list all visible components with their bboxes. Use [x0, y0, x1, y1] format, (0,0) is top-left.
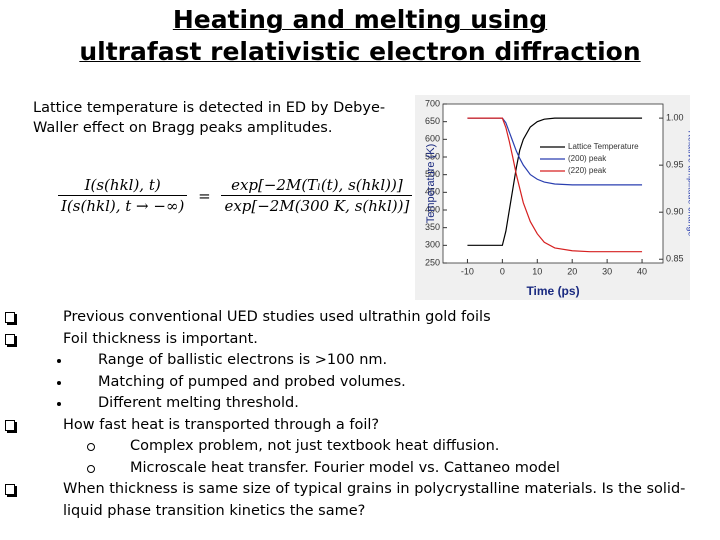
y2-tick-label: 0.90 — [666, 207, 684, 217]
y2-axis-label: Relative amplitude change — [687, 130, 690, 236]
numerator: I(s(hkl), t) — [58, 175, 188, 196]
equals: = — [198, 186, 211, 205]
y-axis-label: Temperature (K) — [425, 144, 437, 223]
y-tick-label: 450 — [425, 187, 440, 197]
series-line — [467, 117, 643, 253]
title-line: ultrafast relativistic electron diffract… — [79, 37, 641, 66]
x-tick-label: -10 — [461, 266, 474, 276]
y-tick-label: 350 — [425, 222, 440, 232]
x-axis-label: Time (ps) — [526, 284, 579, 298]
y2-tick-label: 0.95 — [666, 160, 684, 170]
bullet: Foil thickness is important. — [5, 329, 697, 351]
sub-bullet: Matching of pumped and probed volumes. — [57, 372, 697, 394]
bullet: Previous conventional UED studies used u… — [5, 307, 697, 329]
fraction: exp[−2M(Tₗ(t), s(hkl))] exp[−2M(300 K, s(… — [221, 175, 413, 216]
y-tick-label: 650 — [425, 116, 440, 126]
y-tick-label: 300 — [425, 240, 440, 250]
equation: I(s(hkl), t) I(s(hkl), t → −∞) = exp[−2M(… — [58, 175, 413, 216]
bullet: When thickness is same size of typical g… — [5, 479, 697, 522]
legend-label: (220) peak — [568, 166, 607, 175]
sub-bullet: Complex problem, not just textbook heat … — [57, 436, 697, 458]
fraction: I(s(hkl), t) I(s(hkl), t → −∞) — [58, 175, 188, 216]
sub-bullet: Microscale heat transfer. Fourier model … — [57, 458, 697, 480]
title: Heating and melting using ultrafast rela… — [0, 4, 720, 68]
sub-bullet: Range of ballistic electrons is >100 nm. — [57, 350, 697, 372]
denominator: I(s(hkl), t → −∞) — [61, 197, 185, 215]
y-tick-label: 550 — [425, 151, 440, 161]
y-tick-label: 600 — [425, 134, 440, 144]
chart: 2503003504004505005506006507000.850.900.… — [415, 95, 690, 300]
denominator: exp[−2M(300 K, s(hkl))] — [224, 197, 410, 215]
y-tick-label: 250 — [425, 257, 440, 267]
legend-label: (200) peak — [568, 154, 607, 163]
x-tick-label: 30 — [602, 266, 612, 276]
numerator: exp[−2M(Tₗ(t), s(hkl))] — [221, 175, 413, 196]
x-tick-label: 40 — [637, 266, 647, 276]
bullet: How fast heat is transported through a f… — [5, 415, 697, 437]
x-tick-label: 20 — [567, 266, 577, 276]
title-line: Heating and melting using — [172, 5, 548, 34]
y2-tick-label: 1.00 — [666, 112, 684, 122]
bullet-list: Previous conventional UED studies used u… — [5, 307, 697, 522]
series-line — [467, 117, 643, 246]
y-tick-label: 500 — [425, 169, 440, 179]
y-tick-label: 400 — [425, 204, 440, 214]
series-line — [467, 117, 643, 186]
intro-text: Lattice temperature is detected in ED by… — [33, 100, 386, 136]
legend-label: Lattice Temperature — [568, 142, 639, 151]
x-tick-label: 0 — [500, 266, 505, 276]
y2-tick-label: 0.85 — [666, 254, 684, 264]
x-tick-label: 10 — [532, 266, 542, 276]
sub-bullet: Different melting threshold. — [57, 393, 697, 415]
y-tick-label: 700 — [425, 98, 440, 108]
